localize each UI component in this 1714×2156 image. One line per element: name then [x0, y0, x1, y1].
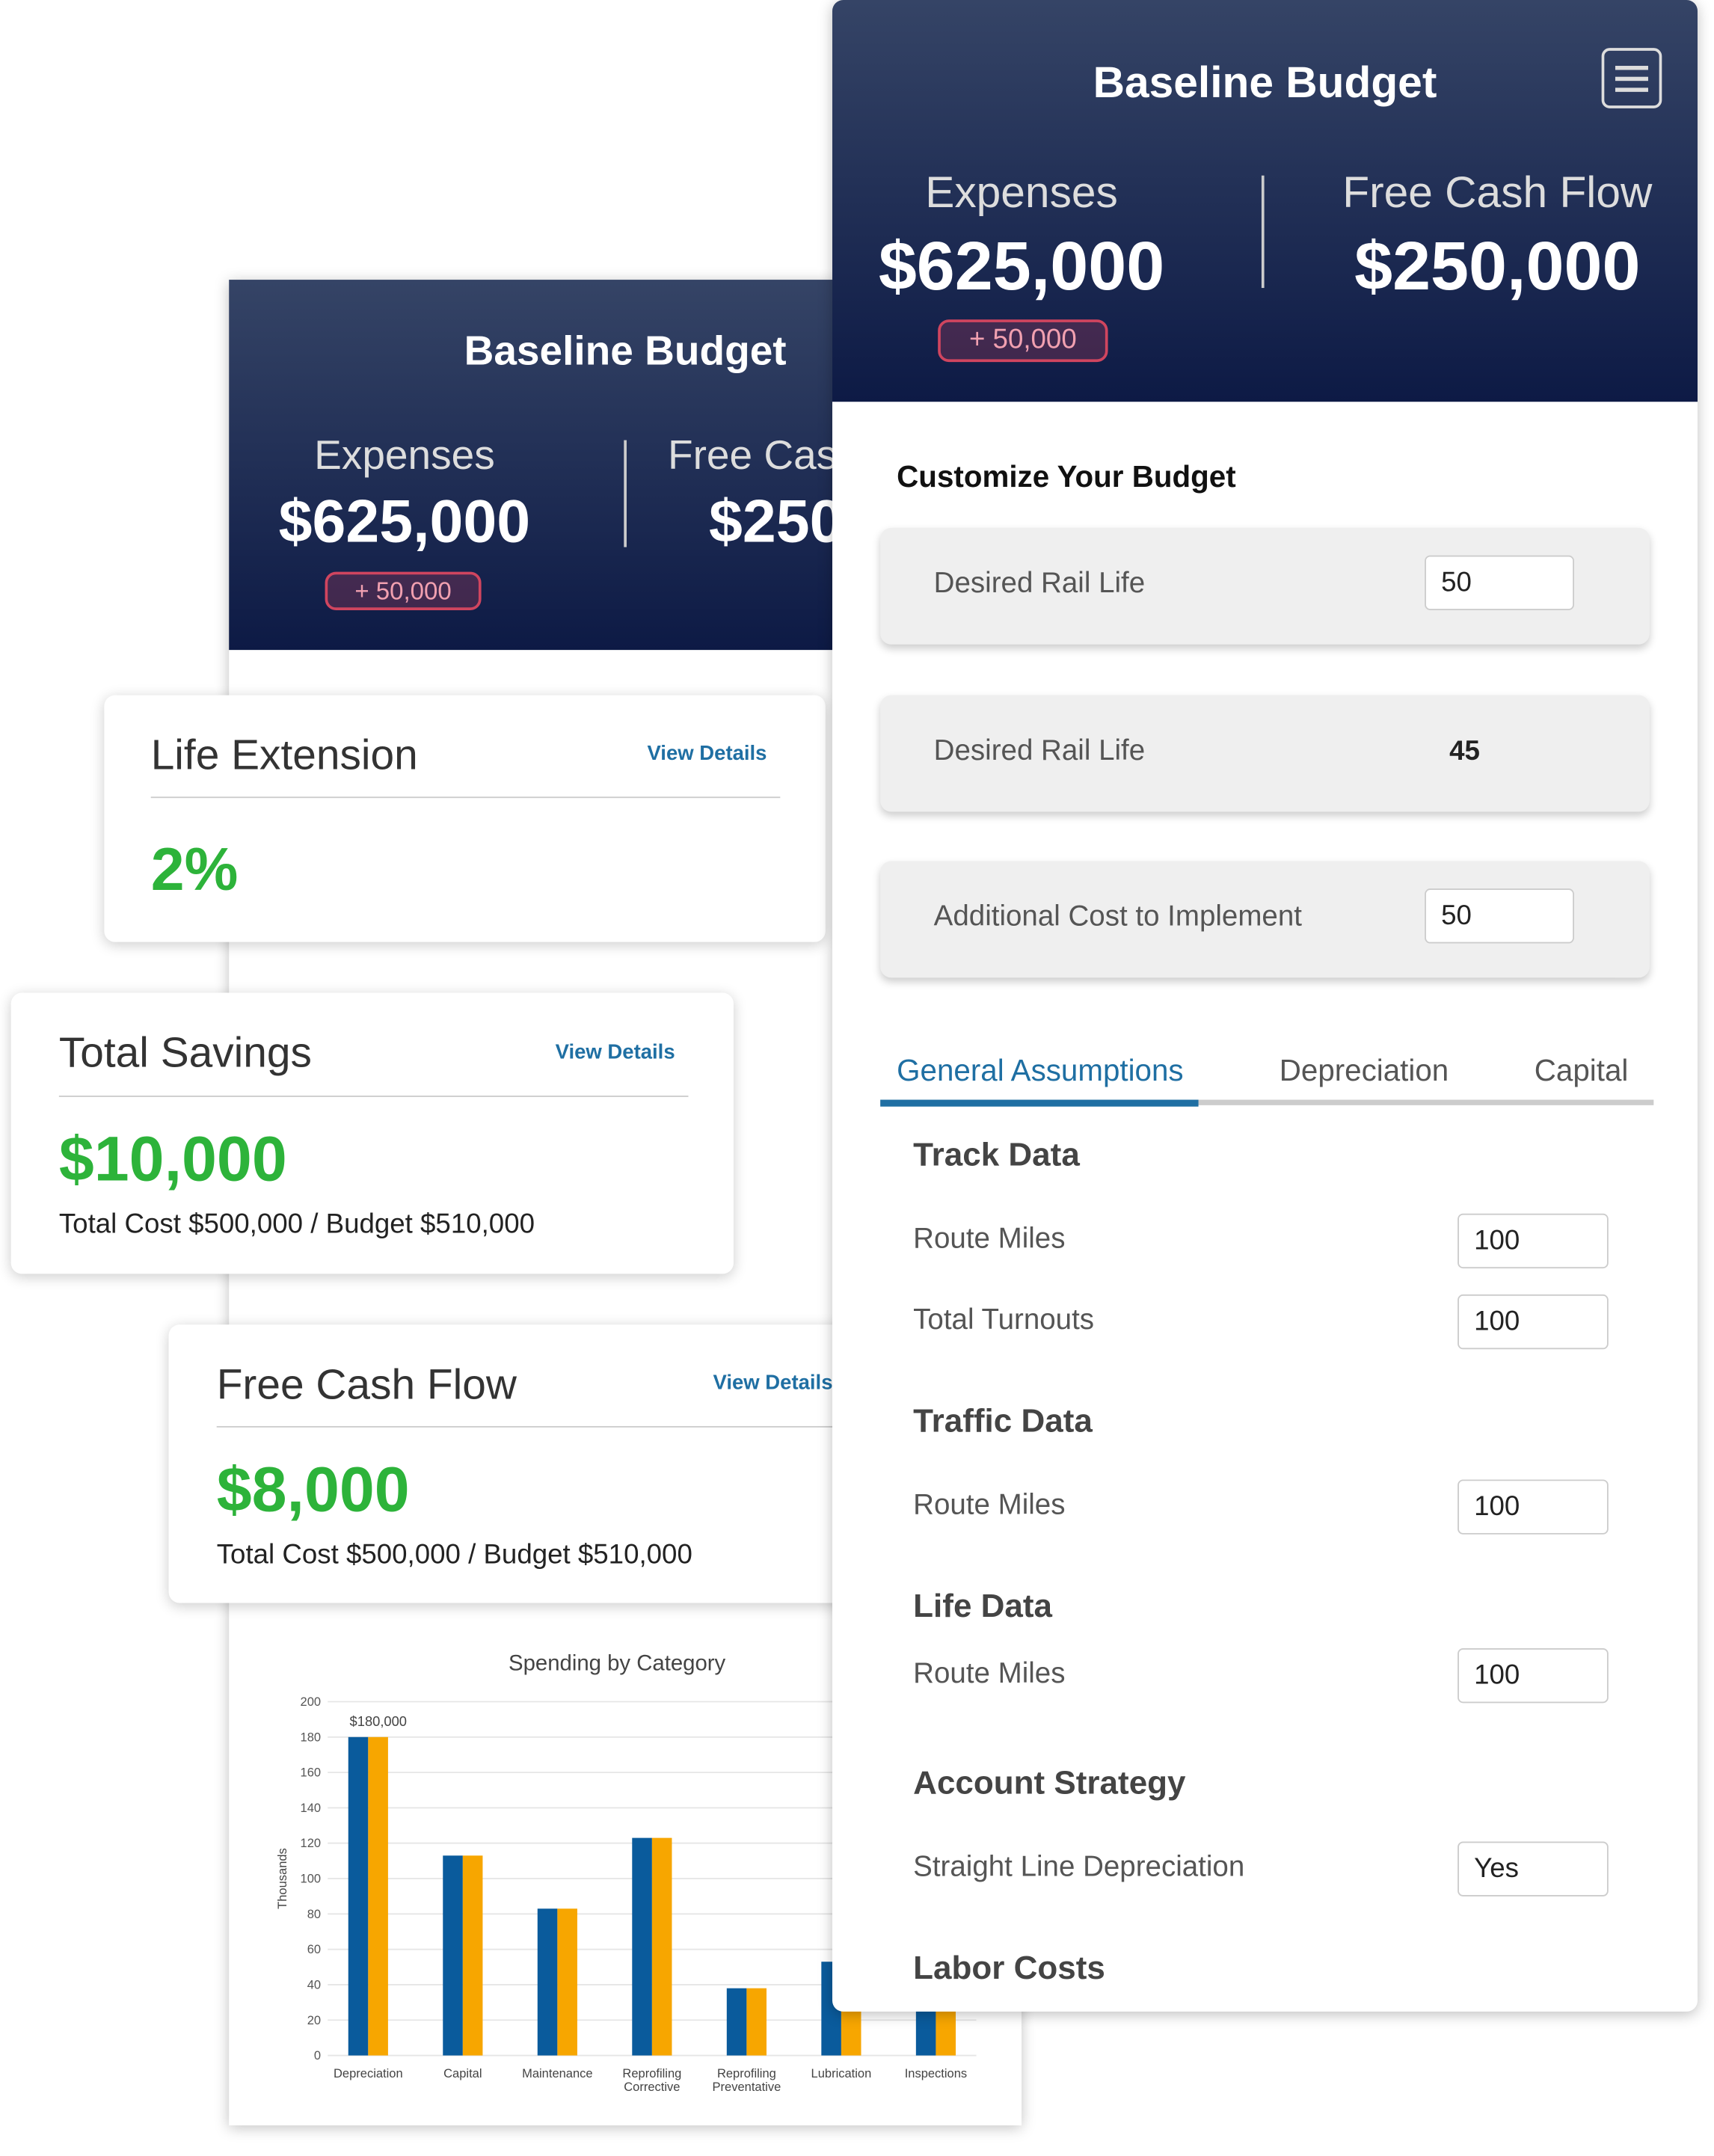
input-label: Additional Cost to Implement	[933, 900, 1302, 933]
tab-rule	[880, 1099, 1654, 1105]
annotation: $180,000	[350, 1713, 407, 1729]
view-details[interactable]: View Details	[647, 741, 767, 766]
y-tick-label: 20	[307, 2014, 321, 2027]
card-note: Total Cost $500,000 / Budget $510,000	[216, 1540, 692, 1570]
rule	[58, 1096, 689, 1097]
change-badge: + 50,000	[938, 319, 1108, 363]
section-title: Labor Costs	[913, 1950, 1105, 1987]
x-tick-label: Maintenance	[522, 2066, 593, 2080]
expenses-value: $625,000	[878, 227, 1165, 305]
field-label: Straight Line Depreciation	[913, 1851, 1245, 1883]
y-tick-label: 80	[307, 1908, 321, 1921]
text-input[interactable]: Yes	[1457, 1841, 1609, 1897]
front-panel: Baseline Budget Expenses $625,000 + 50,0…	[832, 0, 1698, 2012]
tab[interactable]: Capital	[1534, 1053, 1629, 1088]
divider	[624, 440, 627, 547]
input-row: Desired Rail Life 50	[880, 527, 1650, 645]
card-note: Total Cost $500,000 / Budget $510,000	[58, 1209, 535, 1240]
expenses-label: Expenses	[925, 167, 1118, 217]
field-label: Total Turnouts	[913, 1303, 1095, 1336]
bar	[348, 1736, 369, 2056]
text-input[interactable]: 50	[1425, 555, 1574, 610]
bar	[915, 2011, 936, 2056]
bar	[368, 1736, 388, 2056]
field-label: Route Miles	[913, 1223, 1066, 1255]
x-tick-label: Inspections	[904, 2066, 968, 2080]
field-label: Route Miles	[913, 1489, 1066, 1521]
text-input[interactable]: 100	[1457, 1647, 1609, 1704]
tab[interactable]: Depreciation	[1279, 1053, 1449, 1088]
x-tick-label: Capital	[443, 2066, 482, 2080]
bar	[557, 1908, 577, 2056]
y-tick-label: 160	[301, 1766, 322, 1780]
bar	[726, 1988, 747, 2056]
bar	[462, 1855, 483, 2056]
x-tick-label: Reprofiling Preventative	[712, 2066, 781, 2092]
bar	[632, 1837, 652, 2056]
field-label: Route Miles	[913, 1657, 1066, 1689]
y-tick-label: 60	[307, 1943, 321, 1956]
card-title: Free Cash Flow	[216, 1360, 517, 1409]
card-title: Total Savings	[58, 1028, 312, 1077]
card: Total Savings View Details $10,000 Total…	[10, 992, 734, 1274]
section-title: Track Data	[913, 1137, 1080, 1174]
card-value: 2%	[150, 836, 239, 904]
input-row: Desired Rail Life 45	[880, 695, 1650, 812]
section-title: Traffic Data	[913, 1402, 1093, 1440]
y-tick-label: 180	[301, 1730, 322, 1744]
text-input[interactable]: 50	[1425, 888, 1574, 944]
title: Baseline Budget	[464, 329, 787, 375]
bar	[936, 2011, 956, 2056]
rule	[150, 796, 781, 799]
text-input[interactable]: 100	[1457, 1213, 1609, 1269]
card-value: $8,000	[216, 1453, 410, 1525]
y-tick-label: 140	[301, 1802, 322, 1815]
fcf-value: $250,000	[1354, 227, 1641, 305]
expenses-value: $625,000	[278, 488, 531, 556]
bar	[537, 1908, 558, 2056]
view-details[interactable]: View Details	[713, 1371, 833, 1395]
y-tick-label: 0	[314, 2049, 321, 2063]
x-tick-label: Depreciation	[333, 2066, 403, 2080]
x-tick-label: Reprofiling Corrective	[622, 2066, 682, 2092]
customize-title: Customize Your Budget	[897, 459, 1236, 494]
fcf-label: Free Cash Flow	[1342, 167, 1653, 217]
y-tick-label: 120	[301, 1837, 322, 1850]
front-header: Baseline Budget Expenses $625,000 + 50,0…	[832, 0, 1698, 402]
bar	[746, 1988, 767, 2056]
chart-title: Spending by Category	[509, 1650, 726, 1675]
computed-value: 45	[1449, 736, 1480, 767]
tab[interactable]: General Assumptions	[897, 1053, 1184, 1088]
text-input[interactable]: 100	[1457, 1479, 1609, 1535]
input-label: Desired Rail Life	[933, 568, 1146, 600]
section-title: Life Data	[913, 1588, 1053, 1625]
y-tick-label: 100	[301, 1873, 322, 1886]
change-badge: + 50,000	[325, 571, 482, 610]
y-tick-label: 40	[307, 1978, 321, 1991]
input-row: Additional Cost to Implement 50	[880, 861, 1650, 978]
y-axis-label: Thousands	[276, 1848, 289, 1909]
tab-underline	[880, 1099, 1199, 1107]
menu-button[interactable]	[1601, 48, 1662, 108]
view-details[interactable]: View Details	[555, 1040, 675, 1064]
input-label: Desired Rail Life	[933, 734, 1146, 767]
text-input[interactable]: 100	[1457, 1294, 1609, 1350]
card-value: $10,000	[58, 1122, 287, 1195]
bar	[651, 1837, 672, 2056]
title: Baseline Budget	[1093, 58, 1437, 108]
card: Life Extension View Details 2%	[104, 695, 826, 942]
x-tick-label: Lubrication	[811, 2066, 872, 2080]
section-title: Account Strategy	[913, 1764, 1186, 1802]
expenses-label: Expenses	[314, 433, 495, 479]
rule	[216, 1425, 957, 1428]
card-title: Life Extension	[150, 731, 418, 779]
divider	[1261, 175, 1265, 289]
bar	[443, 1855, 463, 2056]
y-tick-label: 200	[301, 1695, 322, 1709]
